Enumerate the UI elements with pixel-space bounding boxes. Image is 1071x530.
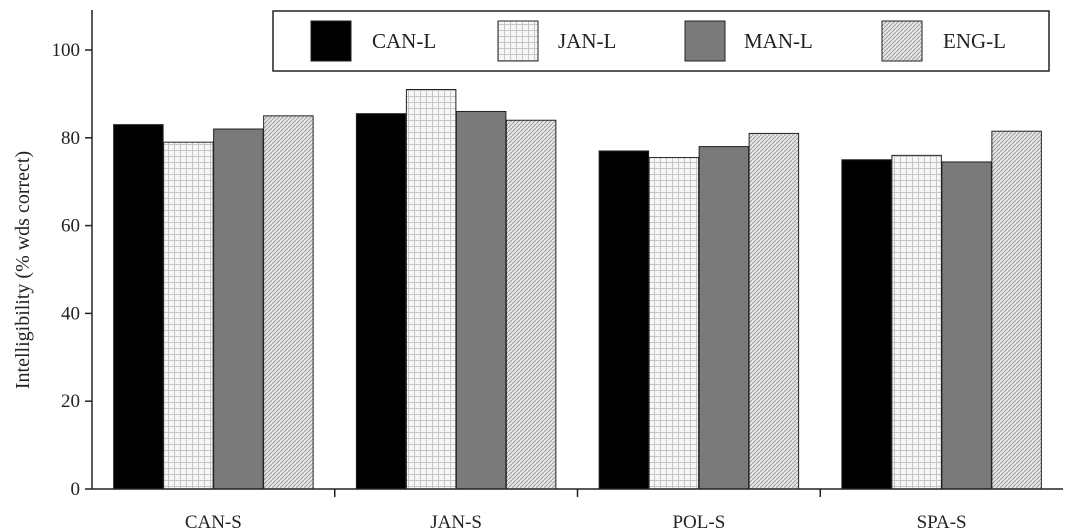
y-axis-title: Intelligibility (% wds correct) — [12, 151, 34, 389]
legend: CAN-L JAN-L MAN-L ENG-L — [272, 10, 1050, 72]
bar-jan-s-eng-l — [505, 119, 557, 490]
legend-label-eng-l: ENG-L — [943, 29, 1006, 53]
x-tick-label: SPA-S — [917, 512, 967, 530]
legend-label-jan-l: JAN-L — [558, 29, 616, 53]
x-tick-label: POL-S — [672, 512, 725, 530]
legend-label-can-l: CAN-L — [372, 29, 436, 53]
bar-can-s-eng-l — [263, 115, 314, 490]
x-tick-label: JAN-S — [430, 512, 482, 530]
bar-spa-s-jan-l — [891, 154, 942, 490]
x-tick-label: CAN-S — [185, 512, 242, 530]
y-tick-label: 100 — [52, 40, 81, 61]
y-tick-label: 40 — [61, 303, 80, 324]
bar-spa-s-can-l — [841, 159, 892, 490]
bar-can-s-jan-l — [163, 141, 214, 490]
legend-swatch-eng-l — [881, 20, 923, 62]
y-tick-label: 0 — [71, 479, 81, 500]
legend-swatch-can-l — [310, 20, 352, 62]
y-tick-label: 20 — [61, 391, 80, 412]
legend-label-man-l: MAN-L — [744, 29, 813, 53]
bar-can-s-man-l — [213, 128, 264, 490]
y-ticks-group: 0 20 40 60 80 100 — [52, 40, 92, 500]
y-tick-label: 60 — [61, 216, 80, 237]
bar-jan-s-jan-l — [405, 89, 457, 490]
x-ticks-group: CAN-S JAN-S POL-S SPA-S — [185, 489, 967, 530]
bar-pol-s-eng-l — [748, 132, 800, 490]
bar-jan-s-man-l — [455, 110, 507, 490]
bar-spa-s-man-l — [941, 161, 992, 490]
bar-can-s-can-l — [113, 124, 164, 490]
legend-swatch-man-l — [684, 20, 726, 62]
bars-group — [113, 89, 1042, 490]
bar-jan-s-can-l — [355, 113, 407, 490]
bar-spa-s-eng-l — [991, 130, 1042, 490]
legend-swatch-jan-l — [497, 20, 539, 62]
y-tick-label: 80 — [61, 128, 80, 149]
plot-area: 0 20 40 60 80 100 CAN-S JAN-S POL-S SPA-S — [52, 10, 1063, 530]
bar-pol-s-man-l — [698, 146, 750, 490]
bar-pol-s-jan-l — [648, 157, 700, 490]
bar-pol-s-can-l — [598, 150, 650, 490]
